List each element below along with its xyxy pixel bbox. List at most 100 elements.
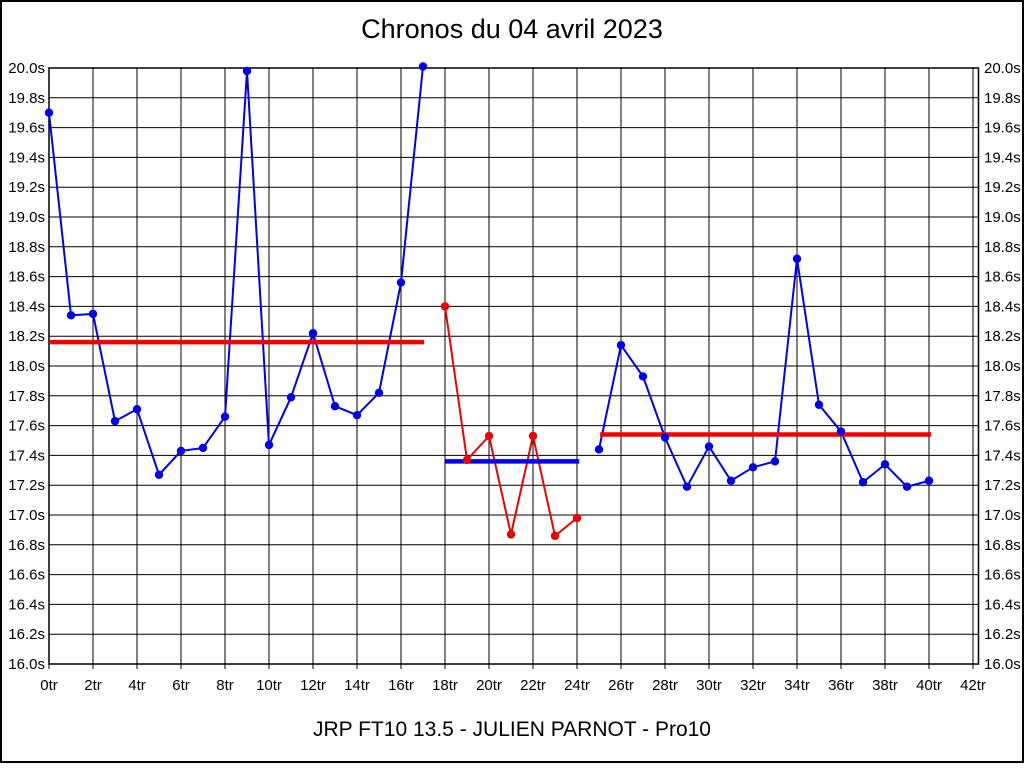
data-point-stint-3 — [660, 433, 670, 442]
y-tick-label-left: 18.8s — [8, 239, 45, 256]
y-tick-label-right: 17.6s — [984, 418, 1021, 435]
y-tick-label-left: 18.0s — [8, 358, 45, 375]
y-tick-label-left: 17.2s — [8, 477, 45, 494]
data-point-stint-1 — [330, 402, 340, 411]
y-tick-label-left: 17.0s — [8, 507, 45, 524]
x-tick-label: 36tr — [828, 677, 854, 694]
x-tick-label: 6tr — [172, 677, 190, 694]
data-point-stint-1 — [176, 446, 186, 456]
y-tick-label-right: 20.0s — [984, 60, 1021, 77]
data-point-stint-3 — [836, 427, 846, 436]
y-tick-label-right: 18.8s — [984, 239, 1021, 256]
data-point-stint-2 — [462, 455, 472, 465]
y-tick-label-right: 17.0s — [984, 507, 1021, 524]
data-point-stint-1 — [352, 410, 362, 420]
y-tick-label-left: 16.4s — [8, 596, 45, 613]
chart-title: Chronos du 04 avril 2023 — [361, 14, 663, 44]
x-tick-label: 42tr — [960, 677, 986, 694]
y-tick-label-right: 16.2s — [984, 626, 1021, 643]
data-point-stint-3 — [902, 482, 912, 491]
data-point-stint-1 — [264, 440, 274, 450]
data-point-stint-1 — [110, 416, 120, 426]
plot-frame — [48, 67, 980, 665]
y-tick-label-left: 18.4s — [8, 298, 45, 315]
data-point-stint-1 — [396, 278, 406, 287]
data-point-stint-3 — [594, 445, 604, 454]
y-tick-label-left: 16.0s — [8, 656, 45, 673]
data-point-stint-2 — [572, 513, 582, 523]
data-point-stint-3 — [858, 478, 868, 487]
data-point-stint-2 — [440, 302, 450, 311]
data-point-stint-3 — [880, 460, 890, 469]
x-tick-label: 32tr — [740, 677, 766, 694]
y-tick-label-left: 16.8s — [8, 537, 45, 554]
y-tick-label-left: 16.6s — [8, 567, 45, 584]
y-tick-label-left: 18.6s — [8, 269, 45, 286]
data-point-stint-2 — [528, 431, 538, 441]
x-tick-label: 40tr — [916, 677, 942, 694]
data-point-stint-1 — [44, 108, 54, 117]
data-point-stint-2 — [484, 431, 494, 441]
data-point-stint-2 — [506, 530, 516, 539]
data-point-stint-2 — [550, 531, 560, 541]
x-tick-label: 20tr — [476, 677, 502, 694]
x-tick-label: 12tr — [300, 677, 326, 694]
data-point-stint-1 — [88, 309, 98, 319]
data-point-stint-1 — [242, 66, 252, 76]
y-tick-label-left: 19.2s — [8, 179, 45, 196]
x-tick-label: 28tr — [652, 677, 678, 694]
y-tick-label-left: 19.6s — [8, 120, 45, 137]
data-point-stint-3 — [726, 476, 736, 485]
data-point-stint-3 — [682, 482, 692, 491]
y-tick-label-right: 19.8s — [984, 90, 1021, 107]
data-point-stint-1 — [132, 405, 142, 414]
x-tick-label: 8tr — [216, 677, 234, 694]
x-tick-label: 26tr — [608, 677, 634, 694]
y-tick-label-right: 18.0s — [984, 358, 1021, 375]
y-tick-label-right: 16.6s — [984, 567, 1021, 584]
y-tick-label-right: 16.8s — [984, 537, 1021, 554]
data-point-stint-3 — [616, 340, 626, 350]
x-tick-label: 14tr — [344, 677, 370, 694]
x-tick-label: 34tr — [784, 677, 810, 694]
y-tick-label-right: 19.4s — [984, 149, 1021, 166]
series-stint-3-line — [598, 257, 930, 488]
x-tick-label: 22tr — [520, 677, 546, 694]
chart-footer: JRP FT10 13.5 - JULIEN PARNOT - Pro10 — [313, 718, 711, 741]
x-tick-label: 0tr — [40, 677, 58, 694]
data-point-stint-1 — [66, 311, 76, 320]
y-tick-label-right: 16.4s — [984, 596, 1021, 613]
x-tick-label: 10tr — [256, 677, 282, 694]
series-stint-2-line — [444, 305, 578, 537]
x-tick-label: 18tr — [432, 677, 458, 694]
series-stint-1-line — [48, 65, 424, 476]
x-tick-label: 24tr — [564, 677, 590, 694]
data-point-stint-3 — [704, 442, 714, 451]
y-tick-label-left: 19.4s — [8, 149, 45, 166]
y-tick-label-left: 17.8s — [8, 388, 45, 405]
data-point-stint-1 — [154, 470, 164, 479]
y-tick-label-right: 18.6s — [984, 269, 1021, 286]
y-tick-label-right: 19.6s — [984, 120, 1021, 137]
y-tick-label-right: 18.2s — [984, 328, 1021, 345]
x-tick-label: 30tr — [696, 677, 722, 694]
data-point-stint-1 — [286, 393, 296, 402]
data-point-stint-3 — [814, 400, 824, 409]
y-tick-label-left: 20.0s — [8, 60, 45, 77]
y-tick-label-left: 19.0s — [8, 209, 45, 226]
y-tick-label-right: 16.0s — [984, 656, 1021, 673]
data-point-stint-3 — [792, 254, 802, 263]
data-point-stint-3 — [748, 463, 758, 472]
y-tick-label-right: 17.8s — [984, 388, 1021, 405]
y-tick-label-right: 19.2s — [984, 179, 1021, 196]
y-tick-label-left: 19.8s — [8, 90, 45, 107]
data-point-stint-3 — [924, 476, 934, 485]
data-point-stint-3 — [638, 372, 648, 381]
x-tick-label: 16tr — [388, 677, 414, 694]
y-tick-label-right: 17.2s — [984, 477, 1021, 494]
data-point-stint-1 — [308, 329, 318, 338]
data-point-stint-1 — [220, 412, 230, 421]
data-point-stint-1 — [418, 62, 428, 71]
